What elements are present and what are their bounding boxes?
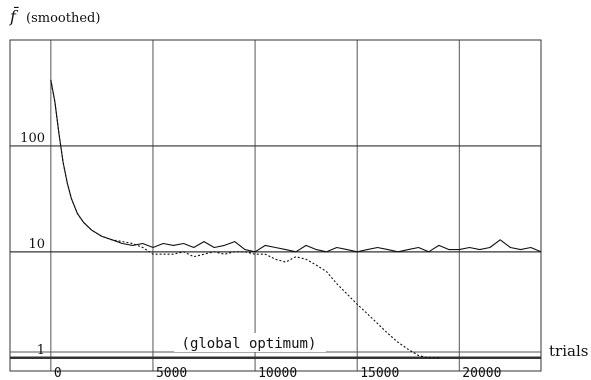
series-layer xyxy=(50,79,542,359)
x-tick-label-4: 20000 xyxy=(462,366,501,380)
y-tick-label-2: 100 xyxy=(20,131,45,146)
y-tick-label-1: 10 xyxy=(28,237,45,252)
plot-frame xyxy=(9,39,542,372)
plot-border xyxy=(9,39,542,372)
series-0-solid-line xyxy=(50,79,542,253)
grid-lines xyxy=(10,40,541,371)
y-tick-labels: 1 10 100 xyxy=(20,131,45,358)
y-axis-note: (smoothed) xyxy=(26,11,100,26)
global-optimum-annotation: (global optimum) xyxy=(182,336,317,352)
x-tick-labels: 0 5000 10000 15000 20000 xyxy=(54,366,502,380)
x-tick-label-0: 0 xyxy=(54,366,62,380)
x-tick-label-3: 15000 xyxy=(360,366,399,380)
y-tick-label-0: 1 xyxy=(37,343,45,358)
x-axis-label: trials xyxy=(549,342,588,360)
annotation-bg xyxy=(174,333,326,352)
series-1-dotted-line xyxy=(50,79,439,359)
y-axis-symbol: f̄ xyxy=(9,5,19,26)
x-tick-label-2: 10000 xyxy=(258,366,297,380)
x-tick-label-1: 5000 xyxy=(156,366,187,380)
